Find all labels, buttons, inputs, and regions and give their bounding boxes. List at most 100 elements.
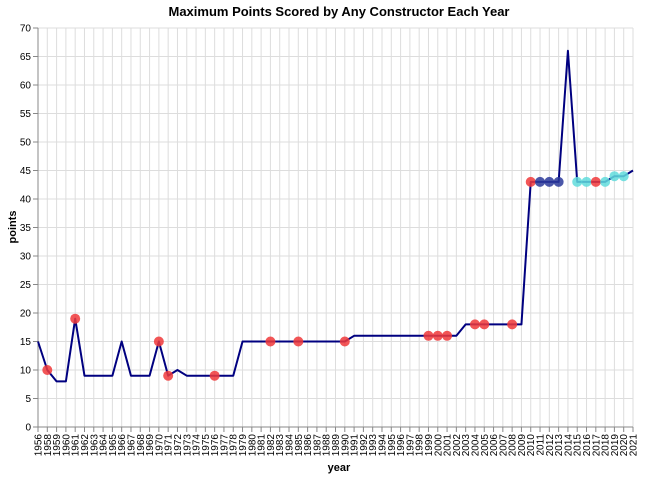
data-point xyxy=(618,171,629,182)
x-tick-label: 2010 xyxy=(526,434,537,457)
data-point xyxy=(265,336,276,347)
x-tick-label: 1969 xyxy=(145,434,156,457)
x-tick-label: 1994 xyxy=(377,434,388,457)
data-point xyxy=(535,176,546,187)
x-tick-label: 2021 xyxy=(629,434,640,457)
x-tick-label: 1978 xyxy=(229,434,240,457)
x-tick-label: 1987 xyxy=(312,434,323,457)
x-tick-label: 2000 xyxy=(433,434,444,457)
axes xyxy=(33,27,634,432)
x-tick-label: 1968 xyxy=(136,434,147,457)
data-point xyxy=(163,370,174,381)
x-tick-label: 1964 xyxy=(99,434,110,457)
y-tick-label: 65 xyxy=(20,52,32,63)
x-tick-label: 1997 xyxy=(405,434,416,457)
data-point xyxy=(544,176,555,187)
data-point xyxy=(469,319,480,330)
x-tick-label: 2008 xyxy=(508,434,519,457)
y-tick-label: 0 xyxy=(25,423,31,434)
chart-title: Maximum Points Scored by Any Constructor… xyxy=(169,4,510,19)
gridlines xyxy=(37,27,634,428)
data-point xyxy=(590,176,601,187)
data-point xyxy=(581,176,592,187)
data-point xyxy=(339,336,350,347)
data-point xyxy=(432,330,443,341)
x-tick-label: 1995 xyxy=(387,434,398,457)
x-tick-label: 1961 xyxy=(71,434,82,457)
data-point xyxy=(442,330,453,341)
y-tick-label: 5 xyxy=(25,394,31,405)
y-tick-label: 50 xyxy=(20,138,32,149)
x-tick-label: 2001 xyxy=(443,434,454,457)
x-tick-label: 1982 xyxy=(266,434,277,457)
data-point xyxy=(209,370,220,381)
y-tick-label: 10 xyxy=(20,366,32,377)
x-tick-label: 1965 xyxy=(108,434,119,457)
y-tick-label: 25 xyxy=(20,280,32,291)
x-tick-label: 1962 xyxy=(80,434,91,457)
x-tick-label: 1958 xyxy=(43,434,54,457)
x-tick-label: 1975 xyxy=(201,434,212,457)
y-axis-ticks: 0 5 10 15 20 25 30 35 40 45 50 55 60 65 70 xyxy=(20,24,32,434)
x-tick-label: 2007 xyxy=(498,434,509,457)
x-tick-label: 1985 xyxy=(294,434,305,457)
x-tick-label: 1973 xyxy=(182,434,193,457)
x-tick-label: 2002 xyxy=(452,434,463,457)
y-tick-label: 35 xyxy=(20,223,32,234)
x-tick-label: 1984 xyxy=(285,434,296,457)
x-tick-label: 2020 xyxy=(619,434,630,457)
x-tick-label: 1971 xyxy=(164,434,175,457)
x-tick-label: 1992 xyxy=(359,434,370,457)
x-tick-label: 1991 xyxy=(350,434,361,457)
x-tick-label: 2003 xyxy=(461,434,472,457)
x-tick-label: 2013 xyxy=(554,434,565,457)
x-tick-label: 1981 xyxy=(257,434,268,457)
x-tick-label: 1966 xyxy=(117,434,128,457)
x-tick-label: 1976 xyxy=(210,434,221,457)
x-tick-label: 2009 xyxy=(517,434,528,457)
data-point xyxy=(600,176,611,187)
data-point xyxy=(507,319,518,330)
x-tick-label: 1977 xyxy=(219,434,230,457)
y-tick-label: 15 xyxy=(20,337,32,348)
data-point xyxy=(423,330,434,341)
x-tick-label: 1990 xyxy=(340,434,351,457)
x-tick-label: 2018 xyxy=(601,434,612,457)
data-point xyxy=(153,336,164,347)
y-tick-label: 45 xyxy=(20,166,32,177)
x-tick-label: 2019 xyxy=(610,434,621,457)
x-tick-label: 2017 xyxy=(591,434,602,457)
x-tick-label: 2014 xyxy=(563,434,574,457)
x-tick-label: 1972 xyxy=(173,434,184,457)
x-tick-label: 1993 xyxy=(368,434,379,457)
x-tick-label: 1986 xyxy=(303,434,314,457)
data-point xyxy=(42,365,53,375)
x-tick-label: 1998 xyxy=(415,434,426,457)
x-tick-label: 1967 xyxy=(126,434,137,457)
x-tick-label: 2015 xyxy=(573,434,584,457)
x-axis-ticks: 1956195819591960196119621963196419651966… xyxy=(34,434,640,457)
y-axis-title: points xyxy=(7,211,19,244)
x-tick-label: 2011 xyxy=(536,434,547,456)
x-tick-label: 1956 xyxy=(34,434,45,457)
data-point xyxy=(293,336,304,347)
x-tick-label: 1979 xyxy=(238,434,249,457)
y-tick-label: 60 xyxy=(20,81,32,92)
x-tick-label: 1989 xyxy=(331,434,342,457)
x-tick-label: 2016 xyxy=(582,434,593,457)
y-tick-label: 55 xyxy=(20,109,32,120)
x-tick-label: 1983 xyxy=(275,434,286,457)
x-tick-label: 2006 xyxy=(489,434,500,457)
y-tick-label: 30 xyxy=(20,252,32,263)
data-point xyxy=(572,176,583,187)
data-point xyxy=(553,176,564,187)
data-point xyxy=(525,176,536,187)
data-point xyxy=(609,171,620,182)
data-point xyxy=(70,313,81,324)
x-tick-label: 1980 xyxy=(247,434,258,457)
x-tick-label: 1959 xyxy=(52,434,63,457)
x-tick-label: 1996 xyxy=(396,434,407,457)
x-tick-label: 1960 xyxy=(61,434,72,457)
y-tick-label: 70 xyxy=(20,24,32,35)
